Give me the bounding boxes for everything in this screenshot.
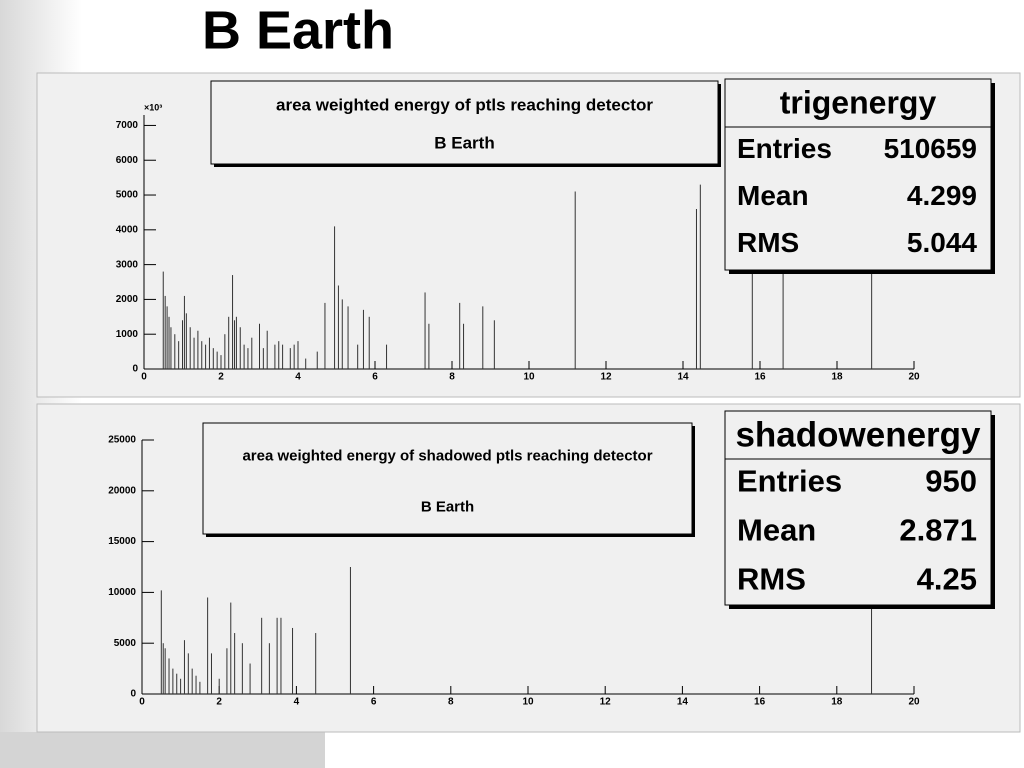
footer-block: [0, 732, 325, 768]
stats-value: 2.871: [899, 513, 977, 548]
stats-label: Mean: [737, 513, 816, 548]
x-tick-label: 8: [448, 697, 454, 708]
x-tick-label: 8: [449, 372, 455, 383]
x-tick-label: 0: [141, 372, 147, 383]
x-tick-label: 0: [139, 697, 145, 708]
stats-label: Mean: [737, 180, 809, 211]
stats-label: Entries: [737, 464, 842, 499]
y-tick-label: 10000: [108, 587, 136, 598]
x-tick-label: 14: [677, 372, 689, 383]
x-tick-label: 16: [754, 372, 766, 383]
title-box: [202, 422, 693, 535]
x-tick-label: 4: [294, 697, 300, 708]
y-tick-label: 2000: [116, 294, 139, 305]
x-tick-label: 4: [295, 372, 301, 383]
x-tick-label: 20: [908, 697, 920, 708]
y-tick-label: 20000: [108, 485, 136, 496]
x-tick-label: 18: [831, 372, 843, 383]
stats-value: 4.299: [907, 180, 977, 211]
x-tick-label: 2: [218, 372, 224, 383]
y-tick-label: 0: [132, 364, 138, 375]
y-tick-label: 7000: [116, 120, 139, 131]
x-tick-label: 10: [522, 697, 534, 708]
stats-name: shadowenergy: [735, 415, 981, 454]
y-tick-label: 5000: [114, 638, 137, 649]
x-tick-label: 12: [600, 697, 612, 708]
x-tick-label: 18: [831, 697, 843, 708]
y-tick-label: 6000: [116, 155, 139, 166]
stats-value: 950: [925, 464, 977, 499]
x-tick-label: 16: [754, 697, 766, 708]
stats-label: RMS: [737, 562, 806, 597]
chart-subtitle: B Earth: [434, 134, 494, 153]
y-tick-label: 3000: [116, 259, 139, 270]
stats-name: trigenergy: [780, 84, 937, 120]
chart-title: area weighted energy of ptls reaching de…: [276, 95, 653, 114]
x-tick-label: 12: [600, 372, 612, 383]
stats-value: 510659: [884, 133, 977, 164]
y-tick-label: 15000: [108, 536, 136, 547]
x-tick-label: 6: [371, 697, 377, 708]
stats-box: [724, 410, 992, 606]
x-tick-label: 6: [372, 372, 378, 383]
stats-value: 5.044: [907, 227, 977, 258]
chart-title: area weighted energy of shadowed ptls re…: [242, 447, 652, 464]
stats-label: Entries: [737, 133, 832, 164]
y-tick-label: 1000: [116, 329, 139, 340]
stats-label: RMS: [737, 227, 799, 258]
x-tick-label: 10: [523, 372, 535, 383]
y-tick-label: 0: [130, 689, 136, 700]
chart-subtitle: B Earth: [421, 498, 474, 515]
x-tick-label: 20: [908, 372, 920, 383]
stats-value: 4.25: [917, 562, 977, 597]
y-tick-label: 4000: [116, 224, 139, 235]
y-tick-label: 25000: [108, 435, 136, 446]
x-tick-label: 14: [677, 697, 689, 708]
title-box: [210, 80, 719, 165]
stats-box: [724, 78, 992, 271]
slide-title: B Earth: [202, 0, 394, 60]
y-tick-label: 5000: [116, 190, 139, 201]
y-multiplier: ×10³: [144, 102, 162, 112]
x-tick-label: 2: [216, 697, 222, 708]
